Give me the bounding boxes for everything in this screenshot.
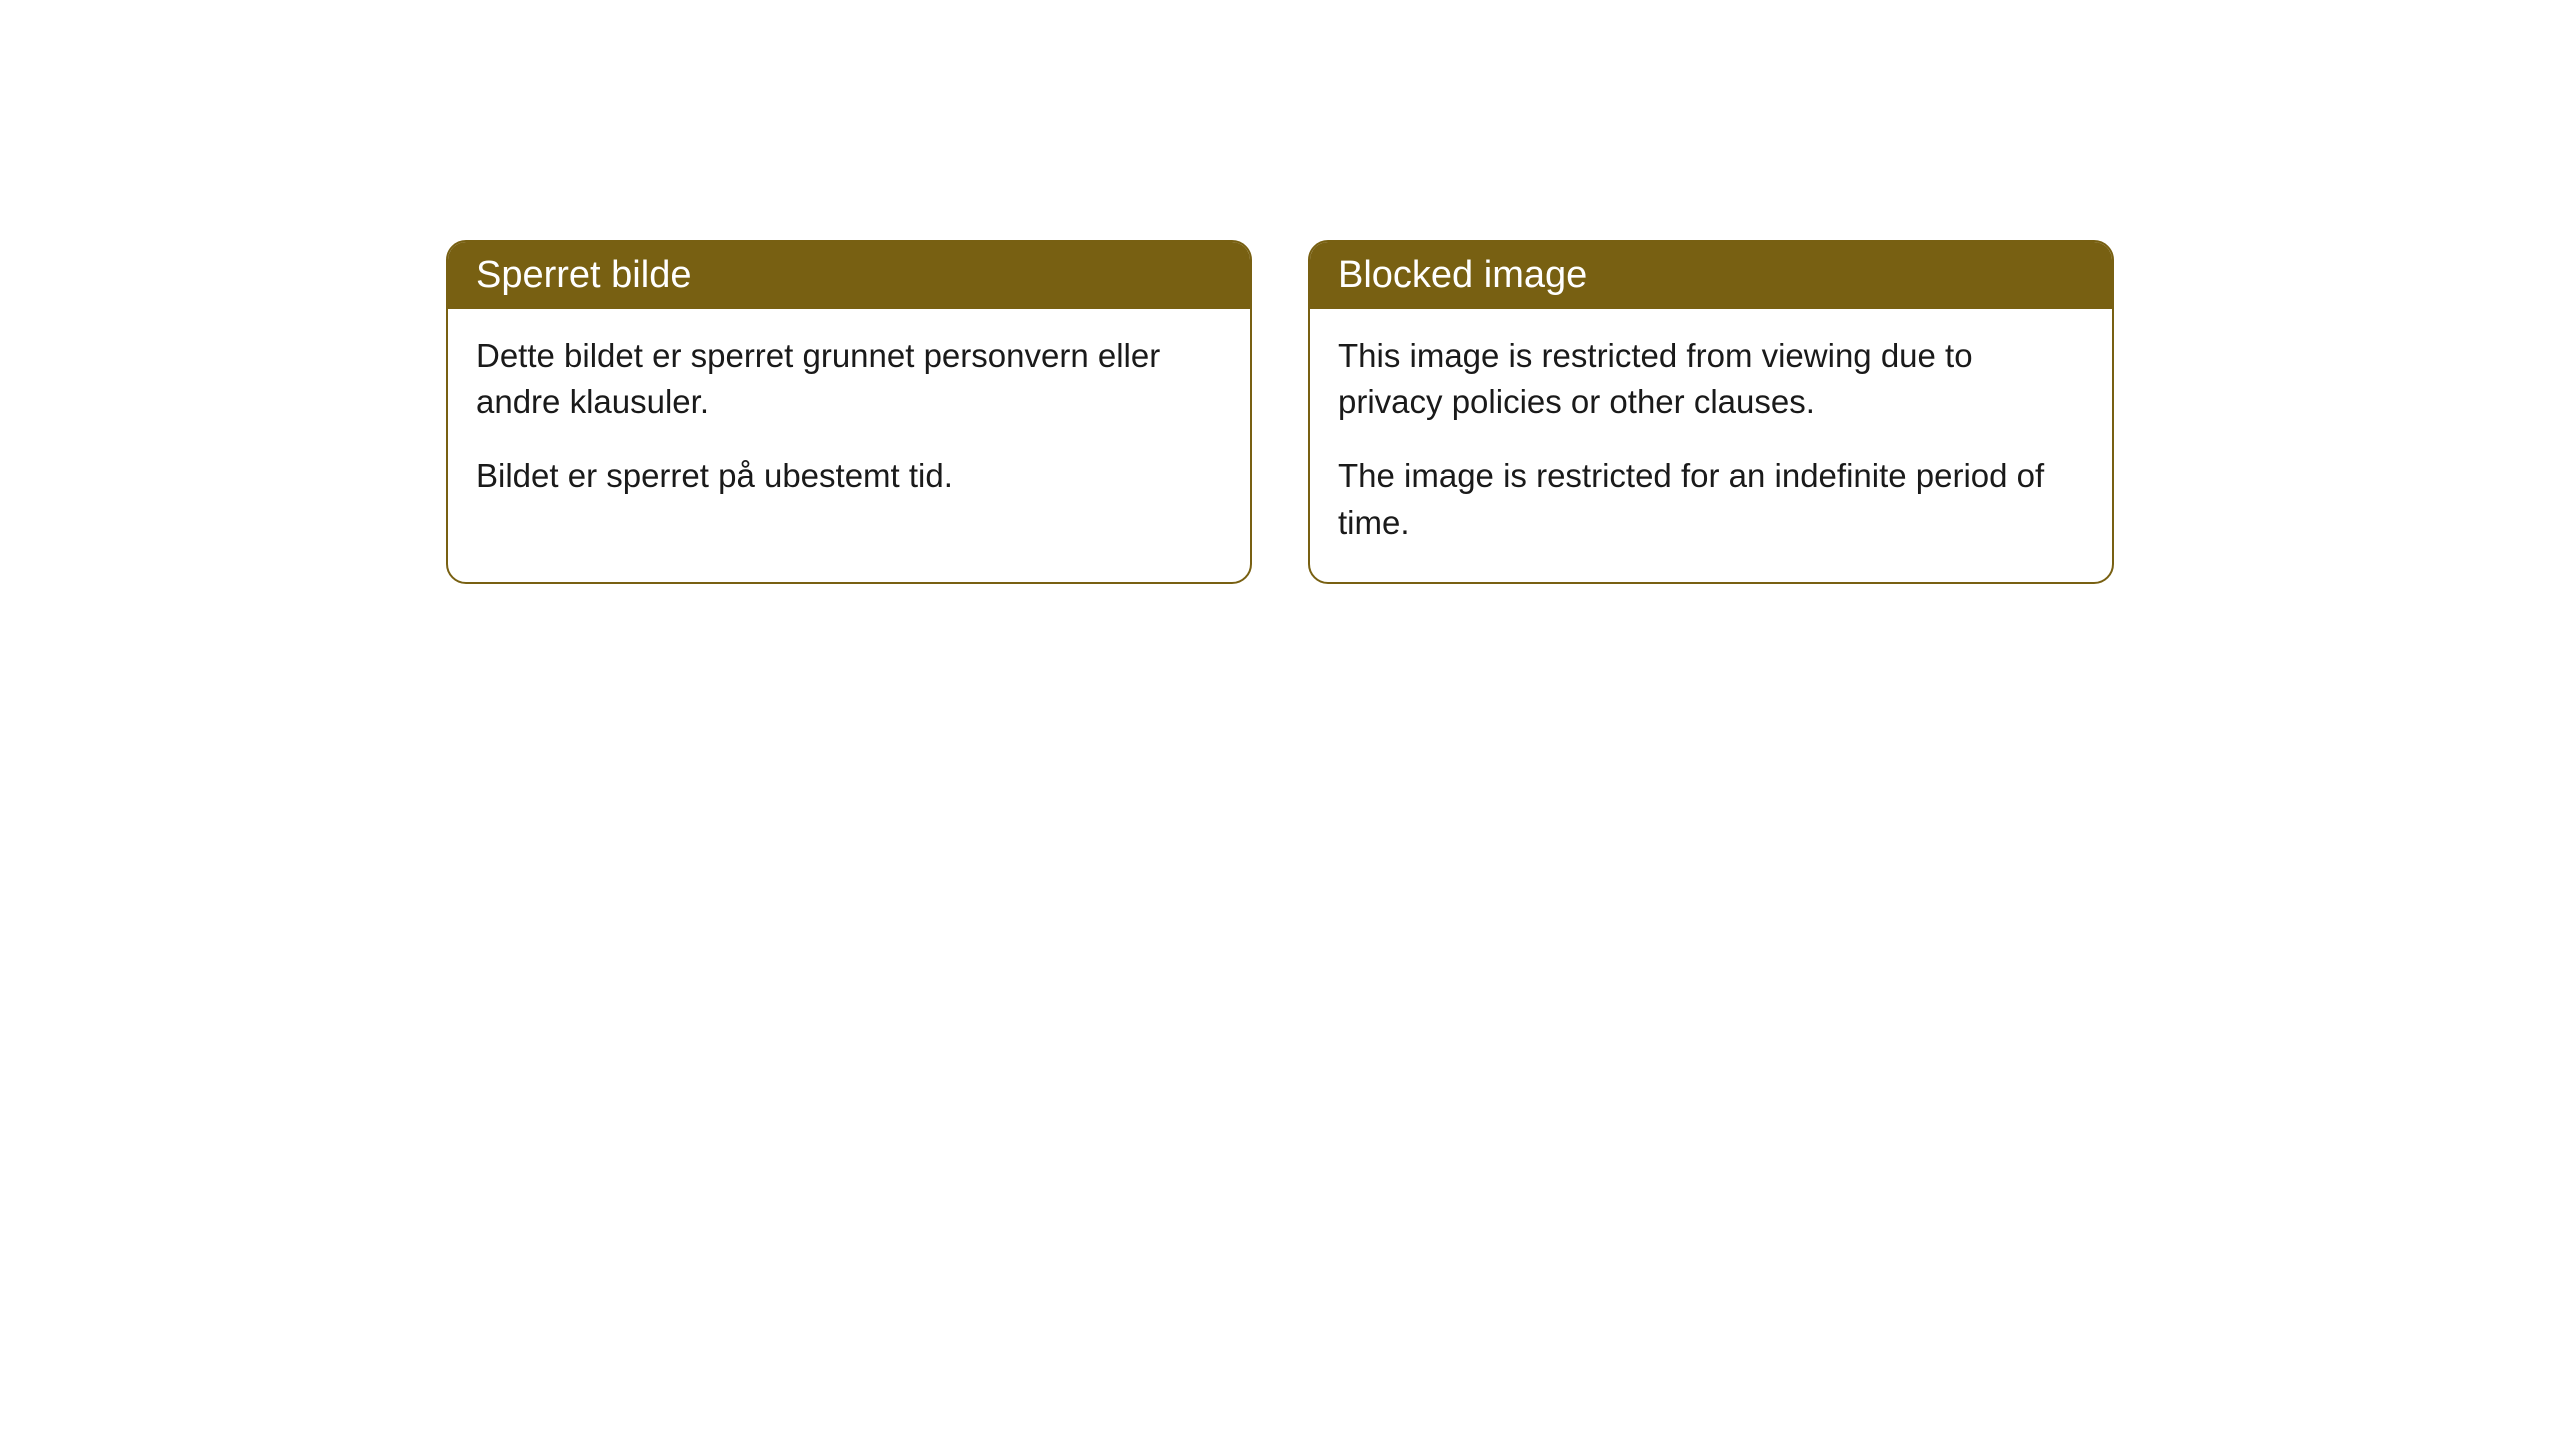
card-norwegian: Sperret bilde Dette bildet er sperret gr… (446, 240, 1252, 584)
card-paragraph: This image is restricted from viewing du… (1338, 333, 2084, 425)
card-title: Sperret bilde (476, 254, 691, 296)
card-paragraph: Dette bildet er sperret grunnet personve… (476, 333, 1222, 425)
cards-container: Sperret bilde Dette bildet er sperret gr… (446, 240, 2114, 584)
card-title: Blocked image (1338, 254, 1587, 296)
card-body-english: This image is restricted from viewing du… (1310, 309, 2112, 582)
card-header-norwegian: Sperret bilde (448, 242, 1250, 309)
card-english: Blocked image This image is restricted f… (1308, 240, 2114, 584)
card-body-norwegian: Dette bildet er sperret grunnet personve… (448, 309, 1250, 536)
card-paragraph: The image is restricted for an indefinit… (1338, 453, 2084, 545)
card-header-english: Blocked image (1310, 242, 2112, 309)
card-paragraph: Bildet er sperret på ubestemt tid. (476, 453, 1222, 499)
